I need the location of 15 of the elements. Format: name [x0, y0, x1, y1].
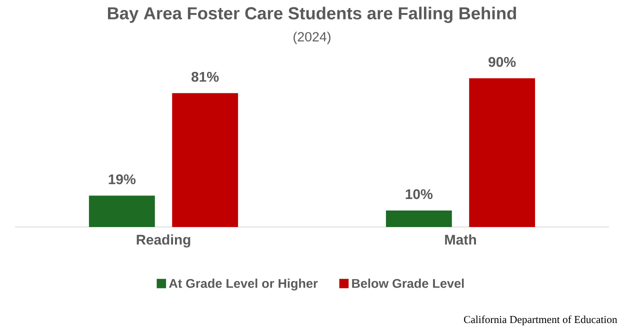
legend-label: Below Grade Level	[352, 278, 464, 288]
bar	[386, 210, 452, 227]
data-label: 10%	[406, 189, 433, 200]
x-tick-label: Reading	[136, 234, 190, 248]
x-tick-label: Math	[445, 234, 476, 245]
data-label: 81%	[192, 72, 219, 82]
data-label: 90%	[488, 56, 516, 67]
bar	[469, 78, 536, 227]
chart-title: Bay Area Foster Care Students are Falling Behind	[108, 6, 516, 23]
chart-subtitle: (2024)	[294, 32, 330, 44]
bar	[88, 196, 155, 227]
legend-label: At Grade Level or Higher	[169, 278, 318, 290]
bar	[172, 93, 238, 227]
text: California Department of Education	[464, 316, 618, 326]
data-label: 19%	[108, 174, 136, 184]
